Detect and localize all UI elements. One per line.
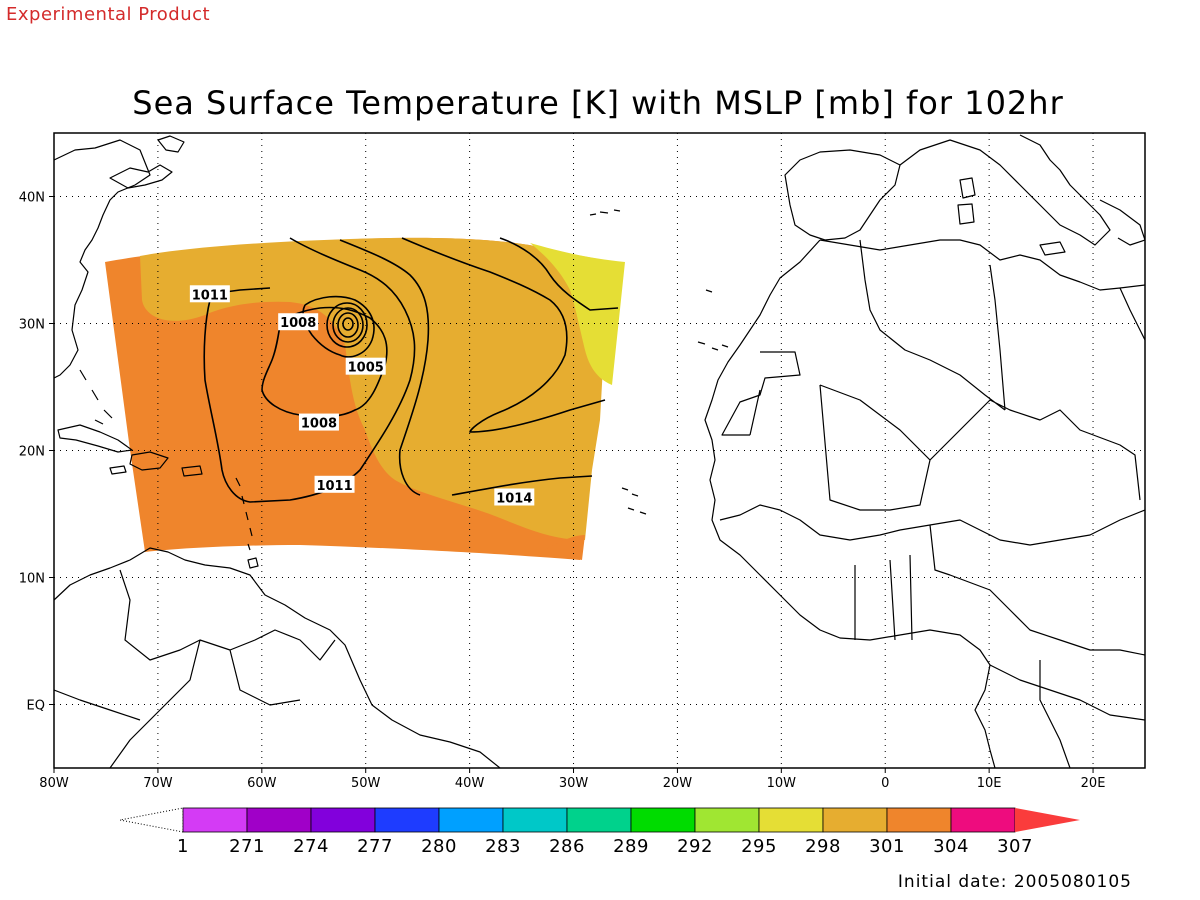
colorbar-label: 283 bbox=[485, 836, 521, 857]
mslp-isobars bbox=[203, 237, 619, 503]
coast-trinidad bbox=[247, 557, 259, 569]
colorbar-cell bbox=[502, 807, 568, 833]
coast-south-america bbox=[54, 547, 501, 768]
lon-tick-label: 10W bbox=[767, 776, 797, 791]
coast-hispaniola bbox=[129, 451, 169, 471]
lon-tick-label: 70W bbox=[143, 776, 173, 791]
isobar-low-center-3 bbox=[337, 312, 359, 338]
lat-tick-label: 20N bbox=[19, 445, 45, 460]
colorbar-cell bbox=[246, 807, 312, 833]
isobar-label-text: 1008 bbox=[301, 417, 337, 432]
lat-tick-label: 40N bbox=[19, 191, 45, 206]
lon-tick-label: 10E bbox=[977, 776, 1002, 791]
colorbar-cell bbox=[566, 807, 632, 833]
colorbar-cell bbox=[758, 807, 824, 833]
isobar-low-center-1 bbox=[326, 302, 368, 348]
lon-tick-label: 20E bbox=[1081, 776, 1106, 791]
colorbar-cell bbox=[438, 807, 504, 833]
colorbar-label: 295 bbox=[741, 836, 777, 857]
map-title: Sea Surface Temperature [K] with MSLP [m… bbox=[132, 84, 1063, 122]
coast-cape-verde bbox=[621, 487, 647, 515]
colorbar-cell bbox=[630, 807, 696, 833]
border-south-america bbox=[54, 569, 336, 768]
map-panel: 1011 1008 1005 1008 1011 1014 80W 70W 60W 50W 40W… bbox=[19, 132, 1146, 792]
coast-bahamas bbox=[79, 369, 113, 425]
isobar-label-text: 1011 bbox=[316, 479, 352, 494]
coast-newfoundland bbox=[157, 135, 185, 153]
isobar-label-text: 1011 bbox=[192, 288, 228, 303]
colorbar-label: 301 bbox=[869, 836, 905, 857]
isobar-label: 1008 bbox=[278, 313, 319, 331]
lat-tick-label: EQ bbox=[27, 699, 45, 714]
coast-azores bbox=[589, 209, 621, 216]
coast-puerto-rico bbox=[181, 465, 203, 477]
isobar-1008 bbox=[261, 306, 388, 418]
colorbar: 1 271 274 277 280 283 286 289 292 295 298 301 304 307 bbox=[119, 807, 1080, 857]
coast-iberia bbox=[784, 149, 901, 241]
border-africa bbox=[719, 239, 1145, 768]
initial-date-label: Initial date: 2005080105 bbox=[898, 872, 1132, 892]
coast-jamaica bbox=[109, 465, 127, 475]
isobar-1017 bbox=[499, 237, 619, 311]
isobar-label: 1005 bbox=[345, 357, 386, 376]
isobar-label-text: 1005 bbox=[348, 361, 384, 376]
colorbar-label: 286 bbox=[549, 836, 585, 857]
colorbar-label: 274 bbox=[293, 836, 329, 857]
colorbar-cell bbox=[182, 807, 248, 833]
colorbar-cell bbox=[694, 807, 760, 833]
colorbar-label: 307 bbox=[997, 836, 1033, 857]
colorbar-label: 292 bbox=[677, 836, 713, 857]
isobar-1005 bbox=[302, 295, 375, 358]
colorbar-label: 298 bbox=[805, 836, 841, 857]
colorbar-label: 304 bbox=[933, 836, 969, 857]
colorbar-label: 1 bbox=[177, 836, 189, 857]
isobar-low-center-4 bbox=[342, 317, 354, 331]
coast-cuba bbox=[57, 424, 133, 453]
sst-region-298 bbox=[530, 243, 625, 385]
isobar-label-text: 1008 bbox=[280, 316, 316, 331]
lon-tick-label: 80W bbox=[39, 776, 69, 791]
colorbar-label: 277 bbox=[357, 836, 393, 857]
coast-sicily bbox=[1039, 241, 1066, 256]
lat-tick-label: 30N bbox=[19, 318, 45, 333]
coast-canary-islands bbox=[697, 289, 729, 351]
isobar-1014-north bbox=[401, 237, 606, 433]
isobar-label-text: 1014 bbox=[496, 491, 532, 506]
isobar-1014 bbox=[339, 239, 593, 496]
coast-nova-scotia bbox=[109, 164, 173, 189]
lon-tick-label: 50W bbox=[351, 776, 381, 791]
colorbar-cell bbox=[822, 807, 888, 833]
colorbar-under-arrow bbox=[119, 807, 184, 833]
colorbar-over-arrow bbox=[1015, 808, 1080, 832]
isobar-label: 1014 bbox=[494, 488, 535, 506]
lon-tick-label: 0 bbox=[881, 776, 889, 791]
isobar-label: 1011 bbox=[189, 285, 230, 303]
coast-north-america bbox=[54, 139, 151, 379]
experimental-product-label: Experimental Product bbox=[6, 4, 210, 25]
lat-tick-label: 10N bbox=[19, 572, 45, 587]
lon-tick-label: 60W bbox=[247, 776, 277, 791]
coast-sardinia-corsica bbox=[957, 177, 976, 225]
coast-france-italy bbox=[899, 134, 1111, 246]
coast-balkans bbox=[1099, 199, 1145, 246]
lon-tick-label: 30W bbox=[559, 776, 589, 791]
colorbar-cell bbox=[310, 807, 376, 833]
isobar-label: 1008 bbox=[298, 413, 339, 432]
coastlines bbox=[54, 134, 1145, 768]
isobar-low-center-2 bbox=[332, 307, 364, 343]
colorbar-label: 289 bbox=[613, 836, 649, 857]
lon-tick-label: 20W bbox=[663, 776, 693, 791]
colorbar-label: 271 bbox=[229, 836, 265, 857]
map-axes: 80W 70W 60W 50W 40W 30W 20W 10W 0 10E 20E 40N 30N 20N… bbox=[19, 191, 1106, 792]
coast-africa bbox=[704, 239, 1145, 768]
isobar-label: 1011 bbox=[314, 475, 355, 494]
isobar-labels: 1011 1008 1005 1008 1011 1014 bbox=[189, 285, 535, 506]
colorbar-cell bbox=[374, 807, 440, 833]
colorbar-cell bbox=[886, 807, 952, 833]
colorbar-cell bbox=[950, 807, 1016, 833]
colorbar-label: 280 bbox=[421, 836, 457, 857]
lon-tick-label: 40W bbox=[455, 776, 485, 791]
sst-field bbox=[105, 237, 625, 560]
